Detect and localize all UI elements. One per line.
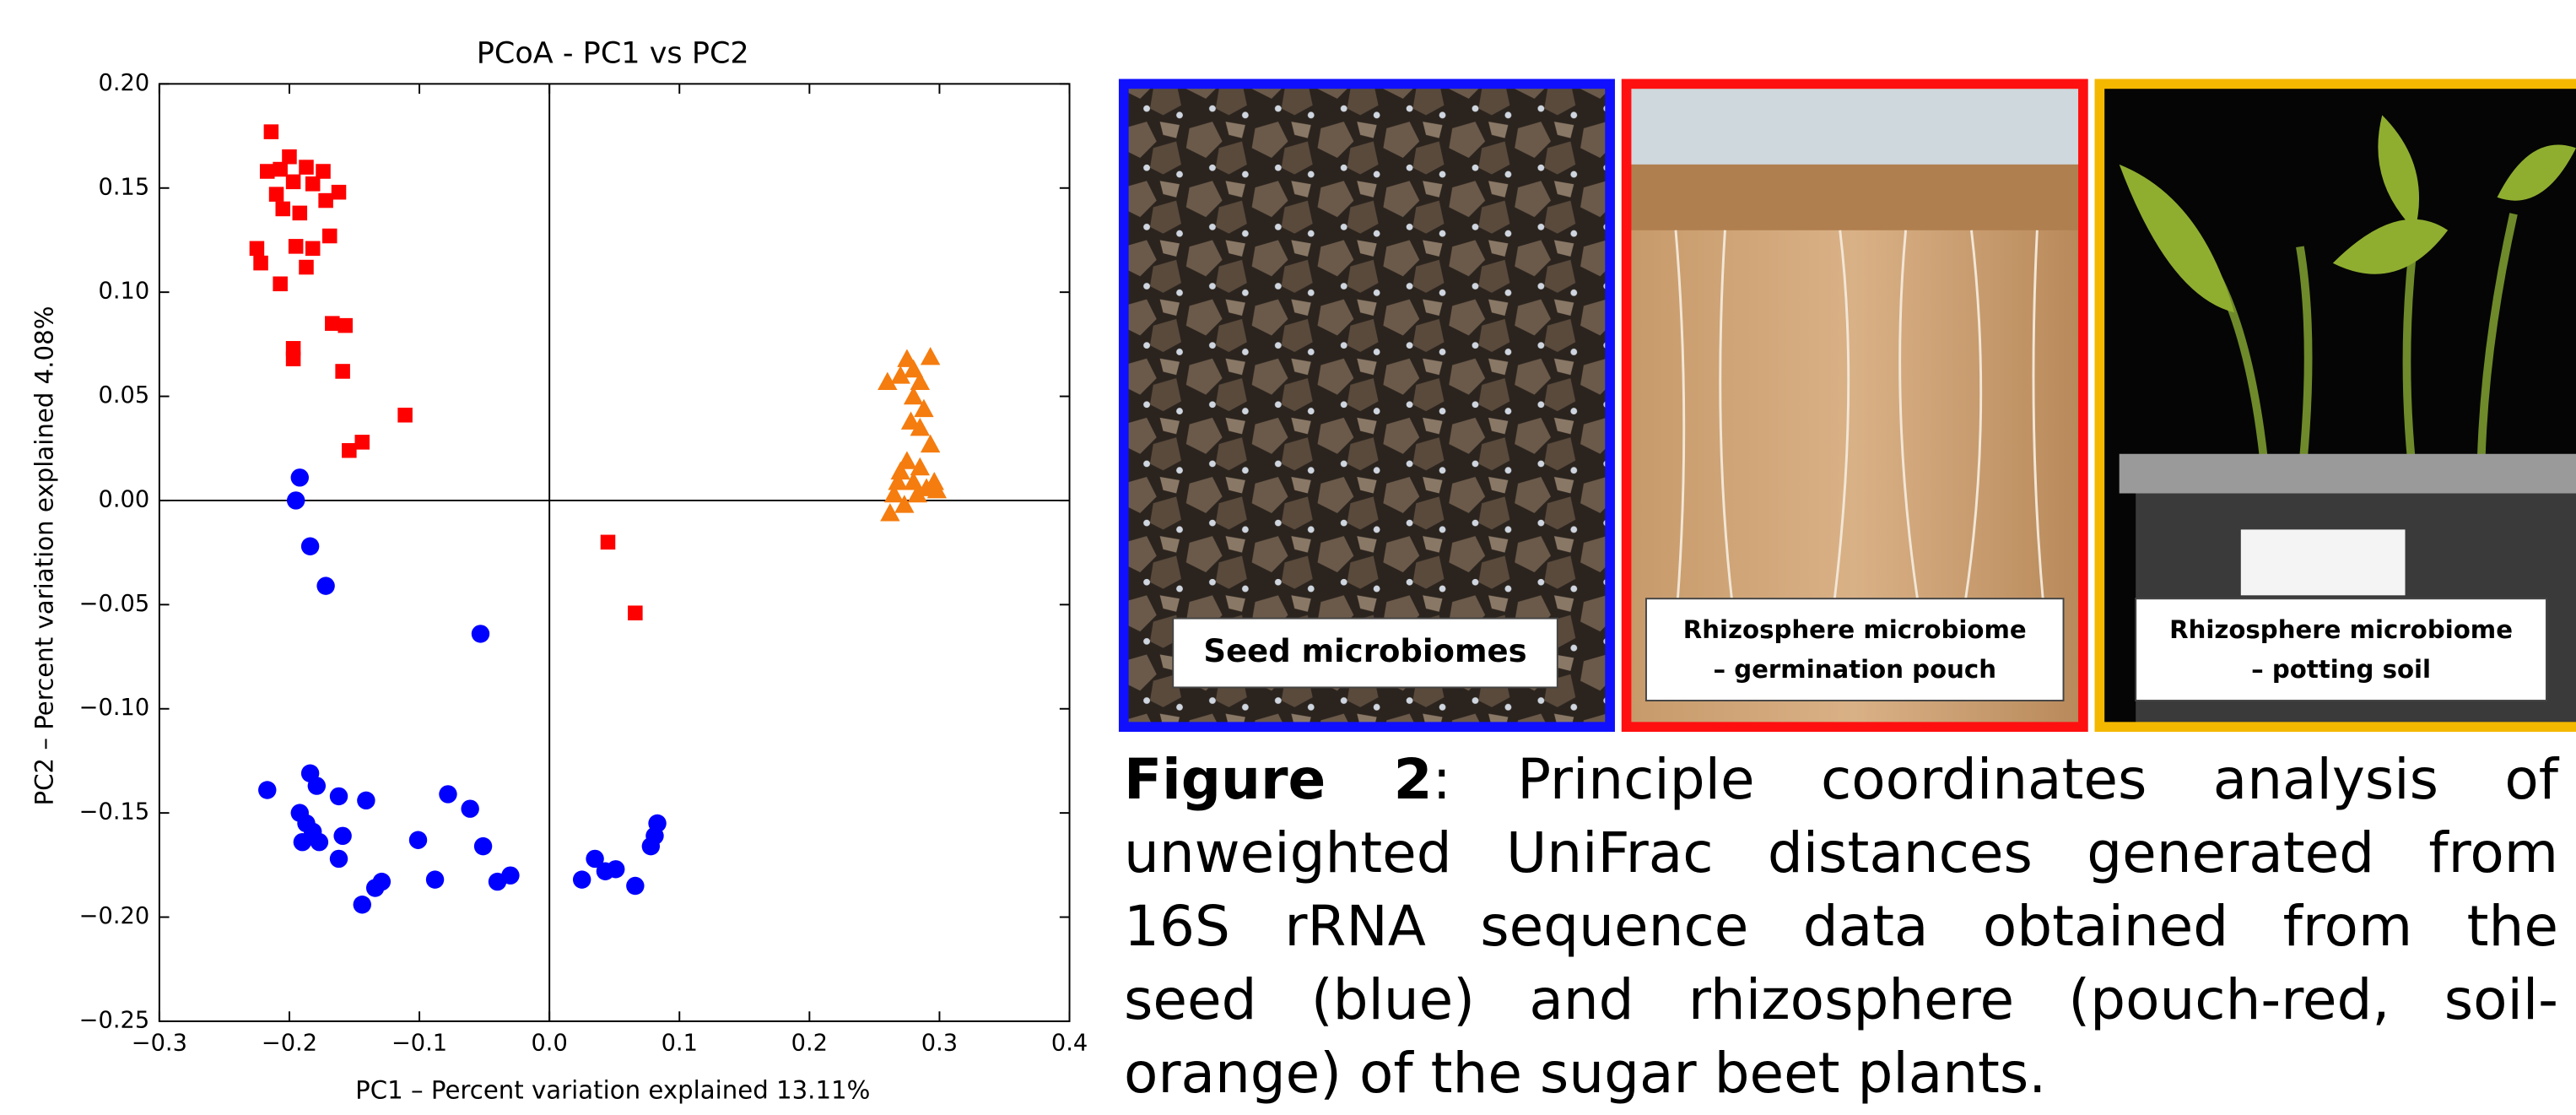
y-tick-label: 0.05 <box>99 382 150 409</box>
panel-label: Seed microbiomes <box>1203 633 1526 669</box>
point <box>373 873 391 890</box>
x-tick-label: −0.1 <box>392 1031 447 1057</box>
y-tick-label: −0.05 <box>79 591 149 617</box>
point <box>299 160 314 175</box>
point <box>264 124 279 139</box>
x-tick-label: 0.4 <box>1051 1031 1088 1057</box>
caption-label: Figure 2 <box>1124 747 1433 812</box>
panel-label: Rhizosphere microbiome <box>1683 615 2027 644</box>
y-tick-label: −0.20 <box>79 903 149 929</box>
caption-line: unweighted UniFrac distances generated f… <box>1124 816 2558 890</box>
x-tick-label: −0.3 <box>132 1031 187 1057</box>
point <box>305 241 321 257</box>
point <box>316 576 334 594</box>
point <box>626 877 644 895</box>
point <box>322 229 338 244</box>
photo-seeds <box>1124 84 1610 727</box>
y-tick-label: −0.10 <box>79 695 149 721</box>
point <box>330 850 348 868</box>
y-tick-label: −0.25 <box>79 1007 149 1033</box>
point <box>294 833 311 851</box>
chart-title: PCoA - PC1 vs PC2 <box>477 35 749 70</box>
x-axis-label: PC1 – Percent variation explained 13.11% <box>355 1076 870 1105</box>
panel-label: – potting soil <box>2251 655 2431 684</box>
x-tick-label: 0.1 <box>662 1031 698 1057</box>
point <box>335 364 350 379</box>
point <box>397 408 413 423</box>
caption: Figure 2: Principle coordinates analysis… <box>1124 743 2558 1110</box>
point <box>305 176 321 192</box>
point <box>573 870 591 888</box>
point <box>601 535 616 550</box>
point <box>338 318 353 333</box>
point <box>472 625 489 642</box>
point <box>439 785 456 803</box>
point <box>289 239 304 254</box>
point <box>258 781 276 798</box>
point <box>897 451 916 468</box>
point <box>299 260 314 275</box>
point <box>426 870 444 888</box>
x-tick-label: −0.2 <box>262 1031 317 1057</box>
point <box>628 605 643 620</box>
page: PCoA - PC1 vs PC2 PC1 – Percent variatio… <box>0 0 2576 1115</box>
point <box>286 175 301 190</box>
point <box>269 187 284 202</box>
y-tick-label: 0.15 <box>99 174 150 200</box>
point <box>291 468 309 486</box>
caption-line: seed (blue) and rhizosphere (pouch-red, … <box>1124 963 2558 1037</box>
caption-line: Figure 2: Principle coordinates analysis… <box>1124 743 2558 816</box>
point <box>354 896 371 913</box>
point <box>645 827 663 845</box>
point <box>325 316 340 331</box>
panel-label: Rhizosphere microbiome <box>2169 615 2513 644</box>
x-tick-label: 0.0 <box>531 1031 567 1057</box>
x-tick-label: 0.3 <box>921 1031 958 1057</box>
y-tick-label: 0.10 <box>99 279 150 305</box>
point <box>921 435 940 452</box>
point <box>287 491 305 509</box>
point <box>342 443 357 458</box>
point <box>501 866 519 884</box>
plot-frame <box>159 84 1070 1021</box>
y-tick-label: 0.20 <box>99 70 150 96</box>
point <box>409 831 427 849</box>
x-tick-label: 0.2 <box>791 1031 828 1057</box>
point <box>357 792 375 809</box>
point <box>354 435 370 450</box>
point <box>250 241 265 257</box>
point <box>607 860 624 878</box>
point <box>308 777 326 794</box>
point <box>273 277 288 292</box>
caption-line: 16S rRNA sequence data obtained from the <box>1124 890 2558 963</box>
point <box>311 833 328 851</box>
point <box>275 202 290 217</box>
caption-text: : Principle coordinates analysis of <box>1433 747 2558 812</box>
point <box>332 185 347 200</box>
point <box>282 149 297 165</box>
y-tick-label: 0.00 <box>99 486 150 512</box>
point <box>260 164 275 179</box>
point <box>318 193 333 208</box>
point <box>293 206 308 221</box>
point <box>461 799 478 817</box>
point <box>301 538 319 555</box>
y-tick-label: −0.15 <box>79 799 149 825</box>
point <box>286 351 301 366</box>
point <box>330 788 348 805</box>
point <box>921 347 940 365</box>
point <box>253 256 268 271</box>
panel-label: – germination pouch <box>1713 655 1996 684</box>
point <box>897 349 916 366</box>
point <box>333 827 351 845</box>
caption-line: orange) of the sugar beet plants. <box>1124 1037 2558 1110</box>
point <box>474 837 492 855</box>
y-axis-label: PC2 – Percent variation explained 4.08% <box>30 306 59 806</box>
